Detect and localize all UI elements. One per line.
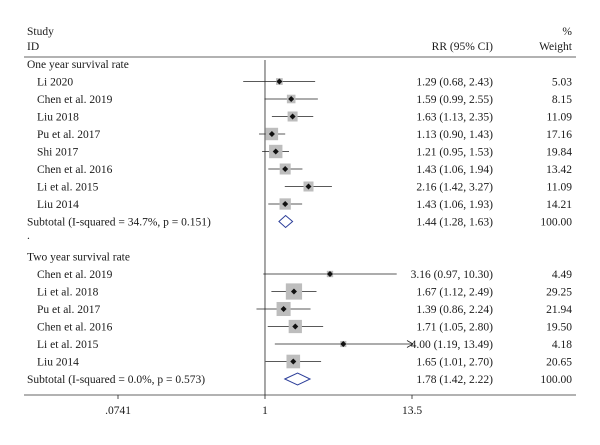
subtotal-diamond <box>278 214 294 229</box>
point-estimate <box>290 358 297 365</box>
header-study: Study <box>27 26 54 38</box>
weight-text: 29.25 <box>546 287 572 299</box>
separator-mark: . <box>27 230 30 242</box>
group-title: One year survival rate <box>27 59 129 71</box>
ci-text: 1.44 (1.28, 1.63) <box>416 217 493 229</box>
weight-text: 11.09 <box>547 112 573 124</box>
group-title: Two year survival rate <box>27 252 130 264</box>
subtotal-label: Subtotal (I-squared = 0.0%, p = 0.573) <box>27 374 205 386</box>
subtotal-diamond <box>283 372 312 386</box>
ci-text: 1.21 (0.95, 1.53) <box>416 147 493 159</box>
ci-text: 1.43 (1.06, 1.94) <box>416 164 493 176</box>
weight-text: 20.65 <box>546 357 572 369</box>
subtotal-label: Subtotal (I-squared = 34.7%, p = 0.151) <box>27 217 211 229</box>
study-label: Pu et al. 2017 <box>37 304 100 316</box>
header-id: ID <box>27 41 39 53</box>
study-label: Liu 2014 <box>37 357 79 369</box>
ci-text: 1.59 (0.99, 2.55) <box>416 94 493 106</box>
weight-text: 19.50 <box>546 322 572 334</box>
header-weight: Weight <box>539 41 573 53</box>
ci-text: 1.29 (0.68, 2.43) <box>416 77 493 89</box>
ci-text: 1.67 (1.12, 2.49) <box>416 287 493 299</box>
x-tick-label: .0741 <box>105 405 131 417</box>
point-estimate <box>272 148 279 155</box>
ci-text: 3.16 (0.97, 10.30) <box>411 269 494 281</box>
x-tick-label: 13.5 <box>402 405 422 417</box>
study-label: Liu 2014 <box>37 199 79 211</box>
ci-text: 2.16 (1.42, 3.27) <box>416 182 493 194</box>
header-effect: RR (95% CI) <box>432 41 494 53</box>
study-label: Chen et al. 2019 <box>37 94 113 106</box>
weight-text: 14.21 <box>546 199 572 211</box>
ci-text: 1.71 (1.05, 2.80) <box>416 322 493 334</box>
point-estimate <box>288 96 295 102</box>
weight-text: 100.00 <box>540 374 572 386</box>
weight-text: 4.18 <box>552 339 572 351</box>
point-estimate <box>276 78 283 85</box>
weight-text: 11.09 <box>547 182 573 194</box>
study-label: Li et al. 2015 <box>37 339 99 351</box>
ci-text: 1.78 (1.42, 2.22) <box>416 374 493 386</box>
ci-text: 1.63 (1.13, 2.35) <box>416 112 493 124</box>
ci-text: 1.43 (1.06, 1.93) <box>416 199 493 211</box>
study-label: Chen et al. 2016 <box>37 322 113 334</box>
weight-text: 19.84 <box>546 147 572 159</box>
study-label: Chen et al. 2016 <box>37 164 113 176</box>
weight-text: 100.00 <box>540 217 572 229</box>
ci-text: 4.00 (1.19, 13.49) <box>411 339 494 351</box>
point-estimate <box>305 183 312 190</box>
weight-text: 4.49 <box>552 269 572 281</box>
x-tick-label: 1 <box>262 405 268 417</box>
point-estimate <box>326 271 333 277</box>
header-weight-pct: % <box>562 26 572 38</box>
weight-text: 13.42 <box>546 164 572 176</box>
point-estimate <box>290 288 297 295</box>
point-estimate <box>282 166 289 172</box>
point-estimate <box>280 306 287 312</box>
study-label: Liu 2018 <box>37 112 79 124</box>
point-estimate <box>282 201 289 207</box>
study-label: Pu et al. 2017 <box>37 129 100 141</box>
ci-text: 1.13 (0.90, 1.43) <box>416 129 493 141</box>
ci-text: 1.65 (1.01, 2.70) <box>416 357 493 369</box>
ci-text: 1.39 (0.86, 2.24) <box>416 304 493 316</box>
weight-text: 5.03 <box>552 77 572 89</box>
weight-text: 21.94 <box>546 304 572 316</box>
study-label: Li et al. 2015 <box>37 182 99 194</box>
weight-text: 17.16 <box>546 129 572 141</box>
point-estimate <box>268 131 275 137</box>
study-label: Li 2020 <box>37 77 73 89</box>
ci-arrow <box>406 340 414 348</box>
point-estimate <box>289 113 296 120</box>
study-label: Chen et al. 2019 <box>37 269 113 281</box>
weight-text: 8.15 <box>552 94 572 106</box>
study-label: Li et al. 2018 <box>37 287 99 299</box>
study-label: Shi 2017 <box>37 147 78 159</box>
point-estimate <box>340 341 347 347</box>
point-estimate <box>292 323 299 330</box>
